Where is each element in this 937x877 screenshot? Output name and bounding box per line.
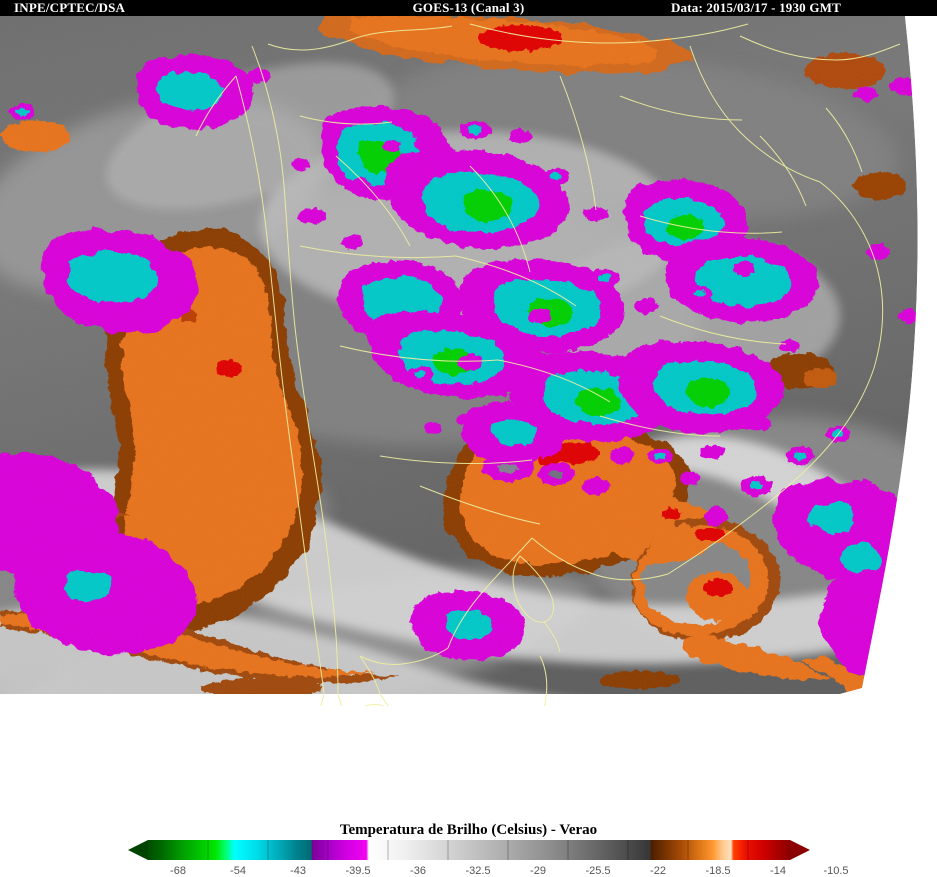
tick-label: -43 xyxy=(290,865,306,877)
tick-label: -39.5 xyxy=(345,865,370,877)
tick-label: -14 xyxy=(770,865,786,877)
satellite-imagery xyxy=(0,16,937,706)
tick-label: -18.5 xyxy=(705,865,730,877)
colorbar-panel: Temperatura de Brilho (Celsius) - Verao xyxy=(0,706,937,877)
satellite-image-panel xyxy=(0,16,937,706)
tick-label: -32.5 xyxy=(465,865,490,877)
colorbar-tick-labels: -68 -54 -43 -39.5 -36 -32.5 -29 -25.5 -2… xyxy=(170,865,848,877)
tick-label: -22 xyxy=(650,865,666,877)
tick-label: -29 xyxy=(530,865,546,877)
colorbar-ticks xyxy=(207,840,749,860)
colorbar-left-arrow xyxy=(128,840,148,860)
sensor-noise-overlay xyxy=(0,16,918,694)
colorbar-gradient xyxy=(148,840,790,860)
colorbar-right-arrow xyxy=(790,840,810,860)
header-bar: INPE/CPTEC/DSA GOES-13 (Canal 3) Data: 2… xyxy=(0,0,937,16)
colorbar: -68 -54 -43 -39.5 -36 -32.5 -29 -25.5 -2… xyxy=(128,840,849,877)
tick-label: -10.5 xyxy=(823,865,848,877)
satellite-label: GOES-13 (Canal 3) xyxy=(412,0,525,15)
tick-label: -54 xyxy=(230,865,246,877)
tick-label: -25.5 xyxy=(585,865,610,877)
datetime-label: Data: 2015/03/17 - 1930 GMT xyxy=(670,0,841,15)
agency-label: INPE/CPTEC/DSA xyxy=(14,0,126,15)
tick-label: -36 xyxy=(410,865,426,877)
tick-label: -68 xyxy=(170,865,186,877)
colorbar-title: Temperatura de Brilho (Celsius) - Verao xyxy=(339,822,598,838)
